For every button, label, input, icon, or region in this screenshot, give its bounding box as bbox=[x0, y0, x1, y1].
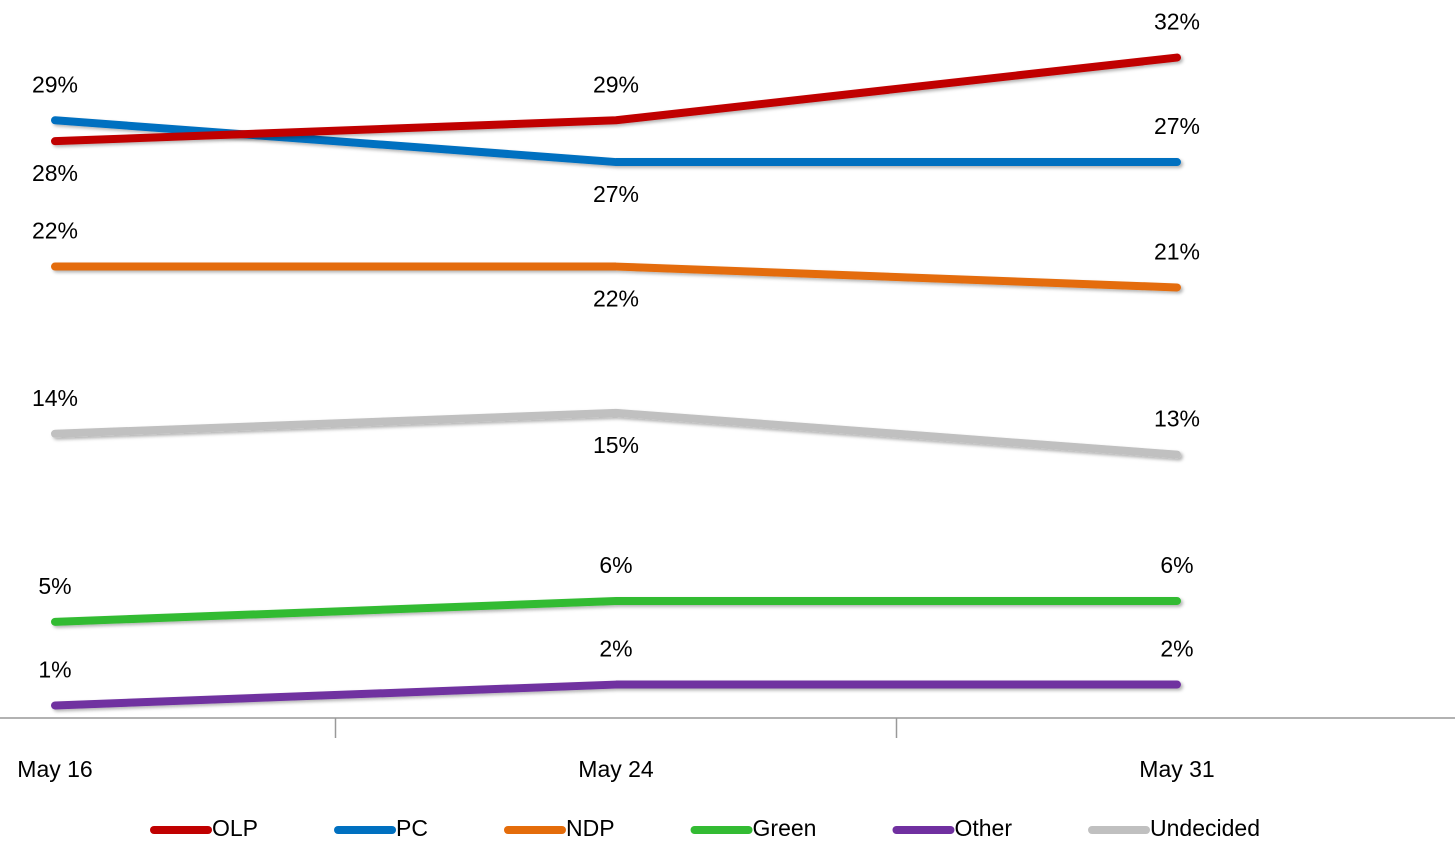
line-series bbox=[51, 408, 1181, 459]
line-series bbox=[51, 262, 1181, 292]
line-series bbox=[51, 596, 1181, 626]
data-label: 21% bbox=[1154, 239, 1200, 265]
legend-label: Undecided bbox=[1150, 815, 1260, 841]
data-label: 2% bbox=[1160, 636, 1193, 662]
legend-label: PC bbox=[396, 815, 428, 841]
data-label: 1% bbox=[38, 657, 71, 683]
data-label: 5% bbox=[38, 573, 71, 599]
data-label: 29% bbox=[32, 71, 78, 97]
line-series bbox=[51, 116, 1181, 167]
line-series bbox=[51, 53, 1181, 146]
data-label: 27% bbox=[593, 181, 639, 207]
data-label: 27% bbox=[1154, 113, 1200, 139]
data-label: 32% bbox=[1154, 9, 1200, 35]
data-label: 28% bbox=[32, 160, 78, 186]
data-label: 6% bbox=[1160, 552, 1193, 578]
legend-label: NDP bbox=[566, 815, 615, 841]
x-tick-label: May 16 bbox=[17, 756, 92, 782]
data-label: 14% bbox=[32, 385, 78, 411]
data-label: 13% bbox=[1154, 406, 1200, 432]
data-label: 6% bbox=[599, 552, 632, 578]
data-label: 2% bbox=[599, 636, 632, 662]
legend-label: Other bbox=[954, 815, 1012, 841]
x-tick-label: May 31 bbox=[1139, 756, 1214, 782]
x-tick-label: May 24 bbox=[578, 756, 654, 782]
legend-label: Green bbox=[753, 815, 817, 841]
data-label: 15% bbox=[593, 432, 639, 458]
data-label: 22% bbox=[32, 218, 78, 244]
legend-label: OLP bbox=[212, 815, 258, 841]
line-series bbox=[51, 680, 1181, 710]
data-label: 29% bbox=[593, 71, 639, 97]
data-label: 22% bbox=[593, 286, 639, 312]
